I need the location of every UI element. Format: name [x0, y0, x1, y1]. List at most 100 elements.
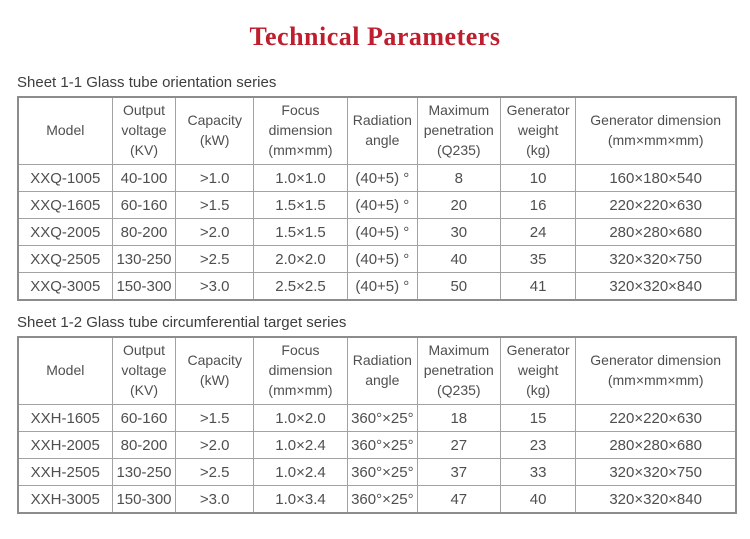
table-cell: 360°×25°: [347, 431, 418, 459]
table-cell: 320×320×840: [575, 485, 737, 514]
table-cell: 24: [499, 218, 577, 246]
table-cell: XXH-2505: [17, 458, 113, 486]
table-cell: 1.0×2.4: [252, 431, 349, 459]
table-caption-sheet-1-2: Sheet 1-2 Glass tube circumferential tar…: [17, 314, 347, 331]
header-cell: Output voltage (KV): [111, 96, 177, 165]
table-cell: XXQ-2005: [17, 218, 113, 246]
header-cell: Radiation angle: [347, 336, 418, 405]
header-cell: Output voltage (KV): [111, 336, 177, 405]
spec-table-circumferential-series: Model Output voltage (KV) Capacity (kW) Foc…: [17, 336, 737, 514]
table-cell: >2.5: [175, 245, 254, 273]
table-cell: 60-160: [111, 404, 177, 432]
table-row: XXQ-2005 80-200 >2.0 1.5×1.5 (40+5) ° 30 24 280…: [17, 218, 737, 246]
table-cell: 360°×25°: [347, 404, 418, 432]
table-cell: 360°×25°: [347, 485, 418, 514]
table-cell: XXQ-1005: [17, 164, 113, 192]
header-row: Model Output voltage (KV) Capacity (kW) Foc…: [17, 96, 737, 165]
header-cell: Generator weight (kg): [499, 336, 577, 405]
table-row: XXQ-3005 150-300 >3.0 2.5×2.5 (40+5) ° 50 41 32…: [17, 272, 737, 301]
header-cell: Maximum penetration (Q235): [416, 336, 501, 405]
header-cell: Maximum penetration (Q235): [416, 96, 501, 165]
table-cell: 40: [499, 485, 577, 514]
header-cell: Generator weight (kg): [499, 96, 577, 165]
content-area: Sheet 1-1 Glass tube orientation series …: [0, 74, 750, 514]
table-cell: 35: [499, 245, 577, 273]
header-cell: Generator dimension (mm×mm×mm): [575, 336, 737, 405]
table-cell: (40+5) °: [347, 245, 418, 273]
table-row: XXH-3005 150-300 >3.0 1.0×3.4 360°×25° 47 40 32…: [17, 485, 737, 514]
header-cell: Focus dimension (mm×mm): [252, 96, 349, 165]
table-cell: >3.0: [175, 485, 254, 514]
table-cell: >2.0: [175, 218, 254, 246]
table-cell: 1.0×3.4: [252, 485, 349, 514]
table-cell: 30: [416, 218, 501, 246]
table-cell: 320×320×840: [575, 272, 737, 301]
table-cell: 2.0×2.0: [252, 245, 349, 273]
table-cell: 1.0×2.4: [252, 458, 349, 486]
table-cell: 280×280×680: [575, 431, 737, 459]
header-cell: Focus dimension (mm×mm): [252, 336, 349, 405]
table-cell: 1.5×1.5: [252, 191, 349, 219]
table-cell: 60-160: [111, 191, 177, 219]
header-row: Model Output voltage (KV) Capacity (kW) Foc…: [17, 336, 737, 405]
table-cell: >3.0: [175, 272, 254, 301]
table-cell: 280×280×680: [575, 218, 737, 246]
table-cell: 40: [416, 245, 501, 273]
header-cell: Model: [17, 336, 113, 405]
table-cell: 220×220×630: [575, 404, 737, 432]
table-cell: XXH-3005: [17, 485, 113, 514]
table-row: XXQ-2505 130-250 >2.5 2.0×2.0 (40+5) ° 40 35 32…: [17, 245, 737, 273]
table-cell: >1.5: [175, 191, 254, 219]
table-cell: 1.0×2.0: [252, 404, 349, 432]
spec-table-orientation-series: Model Output voltage (KV) Capacity (kW) Foc…: [17, 96, 737, 301]
table-cell: >2.0: [175, 431, 254, 459]
table-cell: 18: [416, 404, 501, 432]
table-caption-sheet-1-1: Sheet 1-1 Glass tube orientation series: [17, 74, 277, 91]
table-cell: 27: [416, 431, 501, 459]
table-cell: 80-200: [111, 218, 177, 246]
table-cell: 80-200: [111, 431, 177, 459]
header-cell: Model: [17, 96, 113, 165]
table-cell: (40+5) °: [347, 191, 418, 219]
table-cell: XXQ-2505: [17, 245, 113, 273]
table-cell: 41: [499, 272, 577, 301]
table-row: XXH-2505 130-250 >2.5 1.0×2.4 360°×25° 37 33 32…: [17, 458, 737, 486]
page-title: Technical Parameters: [249, 22, 501, 51]
table-row: XXH-1605 60-160 >1.5 1.0×2.0 360°×25° 18 15 220…: [17, 404, 737, 432]
header-cell: Generator dimension (mm×mm×mm): [575, 96, 737, 165]
table-cell: >1.0: [175, 164, 254, 192]
table-cell: 20: [416, 191, 501, 219]
table-cell: 40-100: [111, 164, 177, 192]
table-cell: 130-250: [111, 458, 177, 486]
table-cell: 1.5×1.5: [252, 218, 349, 246]
table-cell: 16: [499, 191, 577, 219]
table-cell: 220×220×630: [575, 191, 737, 219]
header-cell: Radiation angle: [347, 96, 418, 165]
table-cell: 33: [499, 458, 577, 486]
table-cell: XXQ-1605: [17, 191, 113, 219]
table-cell: (40+5) °: [347, 218, 418, 246]
header-cell: Capacity (kW): [175, 96, 254, 165]
header-cell: Capacity (kW): [175, 336, 254, 405]
table-cell: 23: [499, 431, 577, 459]
table-cell: 50: [416, 272, 501, 301]
table-cell: 320×320×750: [575, 458, 737, 486]
table-row: XXQ-1605 60-160 >1.5 1.5×1.5 (40+5) ° 20 16 220…: [17, 191, 737, 219]
table-cell: (40+5) °: [347, 164, 418, 192]
table-cell: >2.5: [175, 458, 254, 486]
table-cell: XXQ-3005: [17, 272, 113, 301]
table-cell: 150-300: [111, 485, 177, 514]
table-cell: 320×320×750: [575, 245, 737, 273]
table-cell: XXH-1605: [17, 404, 113, 432]
table-cell: 47: [416, 485, 501, 514]
table-cell: 1.0×1.0: [252, 164, 349, 192]
table-cell: 10: [499, 164, 577, 192]
table-cell: 360°×25°: [347, 458, 418, 486]
table-cell: 15: [499, 404, 577, 432]
table-cell: 130-250: [111, 245, 177, 273]
table-cell: 150-300: [111, 272, 177, 301]
table-cell: 8: [416, 164, 501, 192]
table-row: XXH-2005 80-200 >2.0 1.0×2.4 360°×25° 27 23 280…: [17, 431, 737, 459]
table-row: XXQ-1005 40-100 >1.0 1.0×1.0 (40+5) ° 8 10 160×…: [17, 164, 737, 192]
